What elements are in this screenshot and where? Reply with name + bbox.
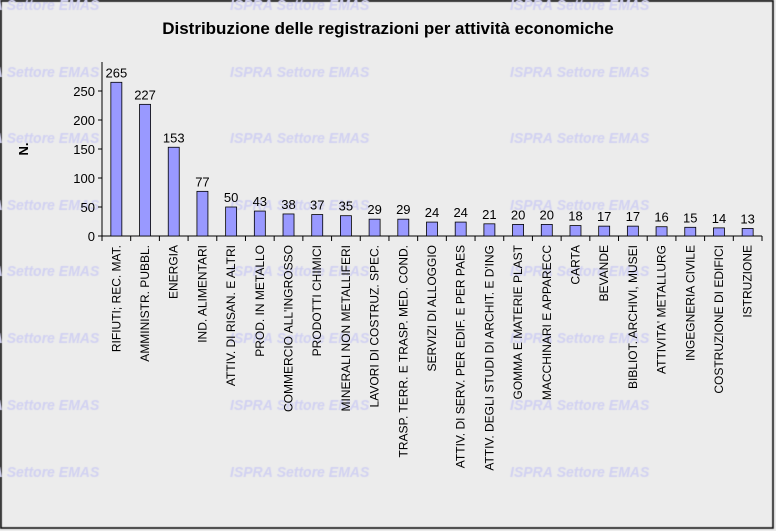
x-tick-label: ENERGIA — [167, 245, 181, 299]
x-tick-label: MACCHINARI E APPARECC — [540, 245, 554, 400]
data-label: 37 — [310, 198, 324, 213]
x-tick-label: IND. ALIMENTARI — [195, 245, 209, 343]
y-tick-label: 250 — [73, 84, 95, 99]
x-tick-label: ATTIVITA' METALLURG — [655, 245, 669, 374]
x-tick-label: ATTIV. DI SERV. PER EDIF. E PER PAES — [454, 245, 468, 468]
bar — [598, 225, 611, 237]
chart-title: Distribuzione delle registrazioni per at… — [162, 19, 614, 38]
bar — [655, 226, 668, 237]
y-axis-label: N. — [16, 143, 31, 156]
data-label: 20 — [511, 207, 525, 222]
x-tick-label: RIFIUTI; REC. MAT. — [109, 245, 123, 352]
bar — [368, 218, 381, 237]
data-label: 77 — [195, 174, 209, 189]
bar — [569, 225, 582, 237]
bar — [225, 206, 238, 237]
bar — [426, 221, 438, 237]
bar — [397, 218, 410, 237]
bar — [340, 215, 352, 237]
bar — [167, 146, 180, 237]
x-tick-label: PRODOTTI CHIMICI — [310, 245, 324, 356]
y-tick-label: 100 — [73, 171, 95, 186]
data-label: 29 — [367, 202, 381, 217]
bar — [454, 221, 467, 237]
x-tick-label: PROD. IN METALLO — [253, 245, 267, 357]
x-tick-label: ATTIV. DI RISAN. E ALTRI — [224, 245, 238, 386]
y-tick-label: 150 — [73, 142, 95, 157]
bar — [311, 214, 324, 237]
bar — [713, 227, 725, 237]
data-label: 15 — [683, 210, 697, 225]
data-label: 18 — [568, 209, 582, 224]
data-label: 16 — [654, 210, 668, 225]
x-tick-label: BEVANDE — [597, 245, 611, 301]
bar — [741, 228, 754, 237]
x-tick-label: INGEGNERIA CIVILE — [683, 245, 697, 361]
data-label: 21 — [482, 207, 496, 222]
bar — [110, 81, 123, 237]
data-label: 50 — [224, 190, 238, 205]
x-tick-label: TRASP. TERR. E TRASP. MED. COND. — [396, 245, 410, 458]
data-label: 153 — [163, 130, 185, 145]
x-tick-label: AMMINISTR. PUBBL. — [138, 245, 152, 362]
x-tick-label: LAVORI DI COSTRUZ. SPEC. — [368, 245, 382, 407]
bar — [196, 190, 209, 237]
y-tick-label: 200 — [73, 113, 95, 128]
x-tick-label: COSTRUZIONE DI EDIFICI — [712, 245, 726, 394]
data-label: 38 — [281, 197, 295, 212]
x-tick-label: ATTIV. DEGLI STUDI DI ARCHIT. E D'ING — [482, 245, 496, 471]
bar — [282, 213, 295, 237]
data-label: 29 — [396, 202, 410, 217]
bar — [253, 210, 266, 237]
data-label: 265 — [105, 65, 127, 80]
data-label: 35 — [339, 199, 353, 214]
bar — [512, 223, 524, 237]
data-label: 24 — [453, 205, 467, 220]
data-label: 227 — [134, 87, 156, 102]
bar — [483, 223, 496, 237]
data-label: 13 — [740, 211, 754, 226]
data-label: 43 — [253, 194, 267, 209]
bar — [626, 225, 639, 237]
x-tick-label: GOMMA E MATERIE PLAST — [511, 244, 525, 399]
y-tick-label: 0 — [88, 229, 95, 244]
data-label: 17 — [626, 209, 640, 224]
x-tick-label: CARTA — [568, 245, 582, 285]
y-tick-label: 50 — [81, 200, 95, 215]
bar — [540, 223, 553, 237]
data-label: 17 — [597, 209, 611, 224]
x-tick-label: BIBLIOT. ARCHIVI, MUSEI — [626, 245, 640, 389]
x-tick-label: COMMERCIO ALL'INGROSSO — [282, 245, 296, 412]
x-tick-label: SERVIZI DI ALLOGGIO — [425, 245, 439, 372]
bar — [684, 226, 697, 237]
x-tick-label: MINERALI NON METALLIFERI — [339, 245, 353, 411]
data-label: 14 — [712, 211, 726, 226]
data-label: 24 — [425, 205, 439, 220]
data-label: 20 — [540, 207, 554, 222]
bar — [139, 103, 151, 237]
x-tick-label: ISTRUZIONE — [741, 245, 755, 318]
